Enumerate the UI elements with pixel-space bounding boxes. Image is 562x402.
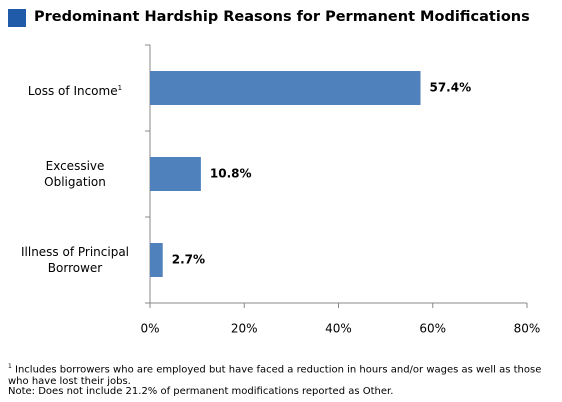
category-label: Excessive Obligation — [10, 158, 140, 190]
title-icon — [8, 9, 26, 27]
footnote-mark: 1 — [8, 363, 12, 370]
category-text: Illness of Principal Borrower — [20, 245, 130, 275]
bar — [150, 243, 163, 277]
bar — [150, 71, 421, 105]
footnote-text: Includes borrowers who are employed but … — [8, 364, 542, 388]
x-tick-label: 60% — [419, 322, 446, 336]
x-tick-label: 20% — [231, 322, 258, 336]
bar — [150, 157, 201, 191]
value-label: 57.4% — [429, 81, 471, 95]
footnote: Note: Does not include 21.2% of permanen… — [8, 386, 394, 397]
category-text: Excessive Obligation — [44, 159, 106, 189]
value-label: 2.7% — [172, 253, 205, 267]
x-tick-label: 0% — [140, 322, 159, 336]
category-label: Loss of Income1 — [10, 80, 140, 99]
x-tick-label: 80% — [514, 322, 541, 336]
category-note: 1 — [117, 84, 123, 92]
footnote: 1 Includes borrowers who are employed bu… — [8, 361, 556, 388]
chart-title: Predominant Hardship Reasons for Permane… — [34, 9, 530, 25]
category-label: Illness of Principal Borrower — [10, 244, 140, 276]
x-tick-label: 40% — [325, 322, 352, 336]
category-text: Loss of Income — [27, 84, 118, 98]
value-label: 10.8% — [210, 167, 252, 181]
